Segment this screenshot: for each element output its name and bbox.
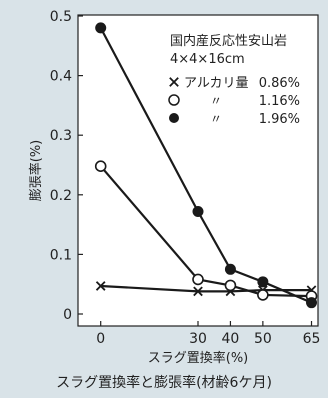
x-tick-label: 0 [96, 331, 105, 347]
data-point-open [192, 273, 204, 286]
y-axis-label: 膨張率(%) [28, 140, 44, 202]
data-point-filled [224, 263, 236, 275]
chart-caption: スラグ置換率と膨張率(材齢6ケ月) [56, 375, 272, 391]
legend-value: 1.96% [259, 112, 300, 127]
data-point-filled [95, 22, 107, 34]
annotation-line2: 4×4×16cm [170, 52, 245, 67]
data-point-cross [193, 286, 203, 297]
legend-value: 1.16% [259, 94, 300, 109]
y-tick-label: 0.2 [50, 188, 72, 204]
data-point-open [94, 160, 107, 172]
y-tick-label: 0.1 [50, 247, 72, 263]
y-tick-label: 0.3 [50, 128, 72, 144]
legend-marker-open [168, 94, 180, 106]
y-tick-label: 0.5 [50, 9, 72, 25]
x-tick-label: 65 [303, 331, 321, 347]
x-tick-label: 40 [222, 331, 240, 347]
data-point-filled [257, 276, 269, 288]
legend-ditto: 〃 [210, 94, 222, 108]
data-point-open [224, 279, 237, 292]
chart-svg: 0 0.1 0.2 0.3 0.4 0.5 0 30 40 50 65 スラグ置換率(%) 膨張率(%)… [28, 9, 321, 366]
legend-marker-cross [169, 77, 179, 87]
x-tick-label: 30 [189, 331, 207, 347]
legend-ditto: 〃 [210, 112, 222, 126]
y-tick-label: 0 [63, 307, 72, 323]
x-axis-label: スラグ置換率(%) [148, 350, 249, 366]
data-point-open [257, 289, 269, 301]
annotation-line1: 国内産反応性安山岩 [170, 33, 287, 49]
x-tick-label: 50 [254, 331, 272, 347]
data-point-filled [306, 297, 318, 309]
data-point-cross [95, 281, 106, 291]
data-point-filled [192, 205, 204, 217]
y-tick-label: 0.4 [50, 69, 72, 85]
legend-label: アルカリ量 [184, 76, 248, 91]
legend-marker-filled [169, 113, 179, 123]
legend-value: 0.86% [259, 76, 300, 91]
